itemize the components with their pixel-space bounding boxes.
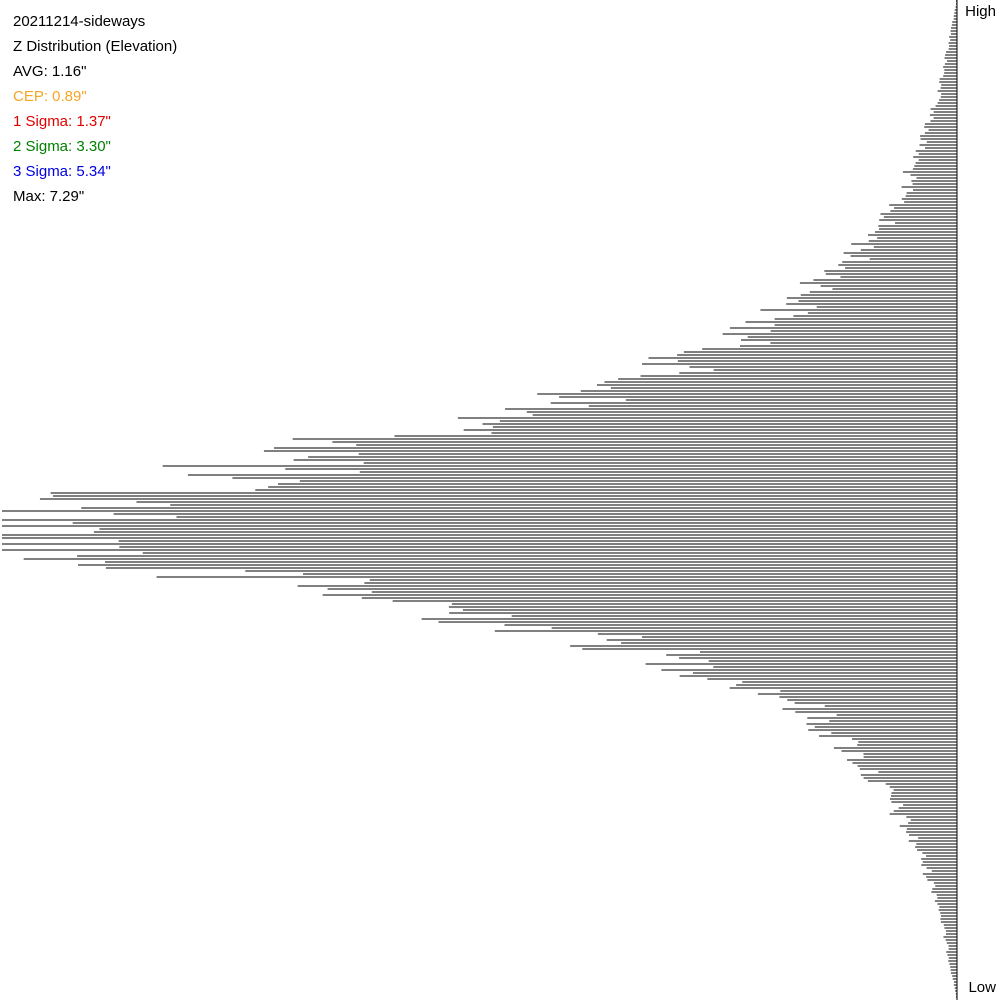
sigma2-stat: 2 Sigma: 3.30" (13, 138, 111, 155)
stats-panel: 20211214-sideways Z Distribution (Elevat… (13, 9, 177, 209)
chart-subtitle: Z Distribution (Elevation) (13, 38, 178, 55)
histogram-bars (2, 0, 957, 998)
axis-label-high: High (965, 3, 996, 20)
sigma1-stat: 1 Sigma: 1.37" (13, 113, 111, 130)
cep-stat: CEP: 0.89" (13, 88, 87, 105)
avg-stat: AVG: 1.16" (13, 63, 87, 80)
axis-label-low: Low (968, 979, 996, 996)
chart-title: 20211214-sideways (13, 13, 146, 30)
sigma3-stat: 3 Sigma: 5.34" (13, 163, 111, 180)
max-stat: Max: 7.29" (13, 188, 85, 205)
